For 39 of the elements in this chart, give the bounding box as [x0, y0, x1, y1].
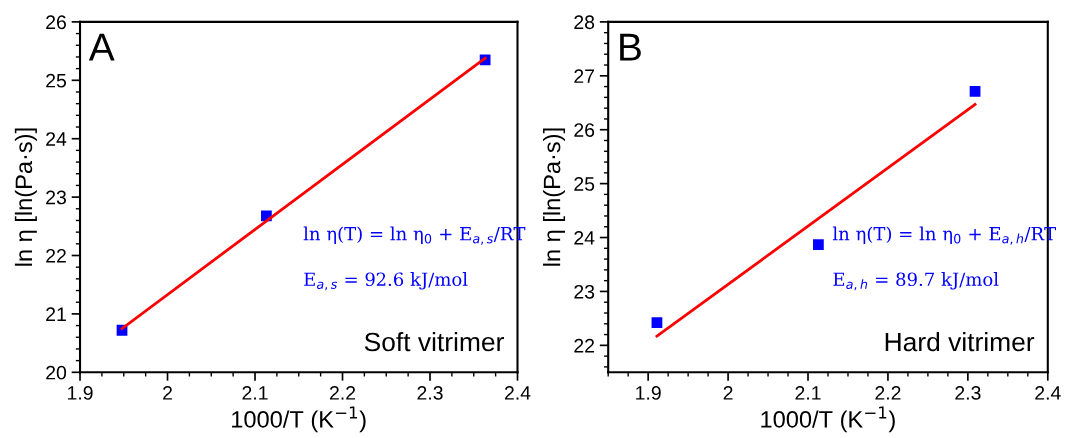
x-tick-label: 2.4: [504, 386, 531, 400]
y-tick-label: 28: [574, 15, 595, 30]
chart-title: A: [88, 33, 115, 61]
point: [651, 317, 663, 329]
x-tick-label: 2: [723, 386, 733, 400]
x-tick-label: 2.3: [955, 386, 981, 400]
y-tick-label: 22: [574, 338, 595, 353]
y-tick-label: 24: [574, 231, 595, 245]
y-axis-title: ln η [ln(Pa·s)]: [14, 128, 37, 266]
x-tick-label: 2.1: [795, 386, 821, 400]
x-tick-label: 2.3: [417, 386, 443, 400]
y-tick-label: 26: [46, 15, 66, 30]
y-tick-label: 26: [574, 123, 595, 137]
point: [969, 86, 981, 97]
chart-title: B: [620, 33, 641, 61]
x-axis-title: 1000/T (K$^{−1}$): [232, 406, 366, 433]
annotation: Soft vitrimer: [364, 331, 504, 352]
y-tick-label: 20: [46, 365, 67, 380]
annotation: E$_{a,s}$ = 92.6 kJ/mol: [304, 272, 468, 291]
point: [813, 239, 824, 250]
x-tick-label: 2: [163, 386, 172, 400]
x-axis-title: 1000/T (K$^{−1}$): [761, 406, 895, 433]
y-tick-label: 27: [574, 69, 595, 83]
x-tick-label: 1.9: [67, 386, 93, 400]
x-tick-label: 1.9: [636, 386, 661, 400]
y-axis-title: ln η [ln(Pa·s)]: [543, 128, 566, 266]
y-tick-label: 25: [574, 177, 595, 191]
y-tick-label: 25: [46, 73, 67, 88]
x-tick-label: 2.2: [329, 386, 356, 400]
x-tick-label: 2.4: [1035, 386, 1061, 400]
x-tick-label: 2.1: [242, 386, 268, 400]
y-tick-label: 24: [46, 132, 67, 146]
annotation: Hard vitrimer: [885, 331, 1035, 352]
y-tick-label: 22: [46, 248, 66, 263]
annotation: E$_{a,h}$ = 89.7 kJ/mol: [833, 272, 999, 291]
x-tick-label: 2.2: [875, 386, 901, 400]
y-tick-label: 23: [574, 284, 595, 299]
y-tick-label: 23: [46, 190, 66, 205]
y-tick-label: 21: [46, 307, 66, 321]
